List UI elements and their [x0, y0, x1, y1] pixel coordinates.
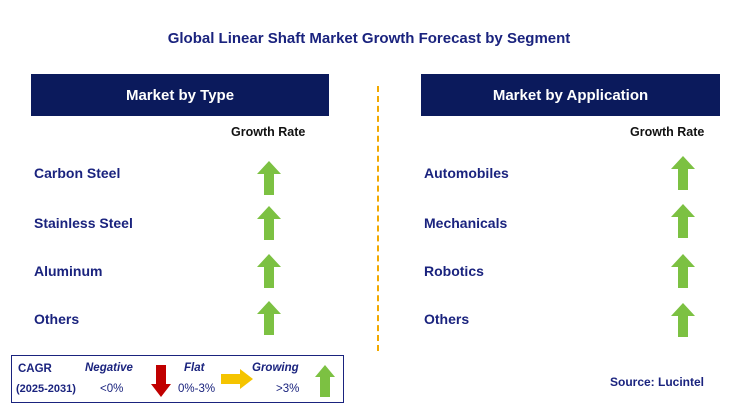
legend-flat-range: 0%-3%	[178, 383, 216, 395]
up-arrow-icon	[314, 364, 336, 403]
down-arrow-icon	[150, 364, 172, 403]
up-arrow-icon	[256, 253, 282, 289]
panel-divider	[377, 86, 379, 351]
application-item-robotics: Robotics	[424, 263, 484, 279]
up-arrow-icon	[256, 300, 282, 336]
application-item-mechanicals: Mechanicals	[424, 215, 508, 231]
page-title: Global Linear Shaft Market Growth Foreca…	[167, 30, 571, 47]
source-label: Source: Lucintel	[610, 375, 705, 389]
legend-period: (2025-2031)	[16, 383, 76, 395]
cagr-legend: CAGR (2025-2031) Negative <0% Flat 0%-3%…	[11, 355, 344, 403]
legend-flat-label: Flat	[184, 362, 205, 374]
legend-negative-label: Negative	[85, 362, 133, 374]
type-item-aluminum: Aluminum	[34, 263, 103, 279]
application-growth-rate-label: Growth Rate	[630, 125, 705, 139]
up-arrow-icon	[670, 302, 696, 338]
type-growth-rate-label: Growth Rate	[231, 125, 306, 139]
up-arrow-icon	[670, 155, 696, 191]
application-item-automobiles: Automobiles	[424, 165, 509, 181]
up-arrow-icon	[256, 205, 282, 241]
type-item-others: Others	[34, 311, 80, 327]
legend-growing-range: >3%	[276, 383, 300, 395]
up-arrow-icon	[670, 253, 696, 289]
up-arrow-icon	[670, 203, 696, 239]
type-panel-header: Market by Type	[31, 74, 329, 116]
type-item-stainless-steel: Stainless Steel	[34, 215, 133, 231]
up-arrow-icon	[256, 160, 282, 196]
right-arrow-icon	[220, 368, 254, 395]
legend-growing-label: Growing	[252, 362, 299, 374]
application-item-others: Others	[424, 311, 470, 327]
legend-negative-range: <0%	[100, 383, 124, 395]
type-item-carbon-steel: Carbon Steel	[34, 165, 121, 181]
legend-cagr-label: CAGR	[18, 363, 52, 375]
application-panel-header: Market by Application	[421, 74, 720, 116]
